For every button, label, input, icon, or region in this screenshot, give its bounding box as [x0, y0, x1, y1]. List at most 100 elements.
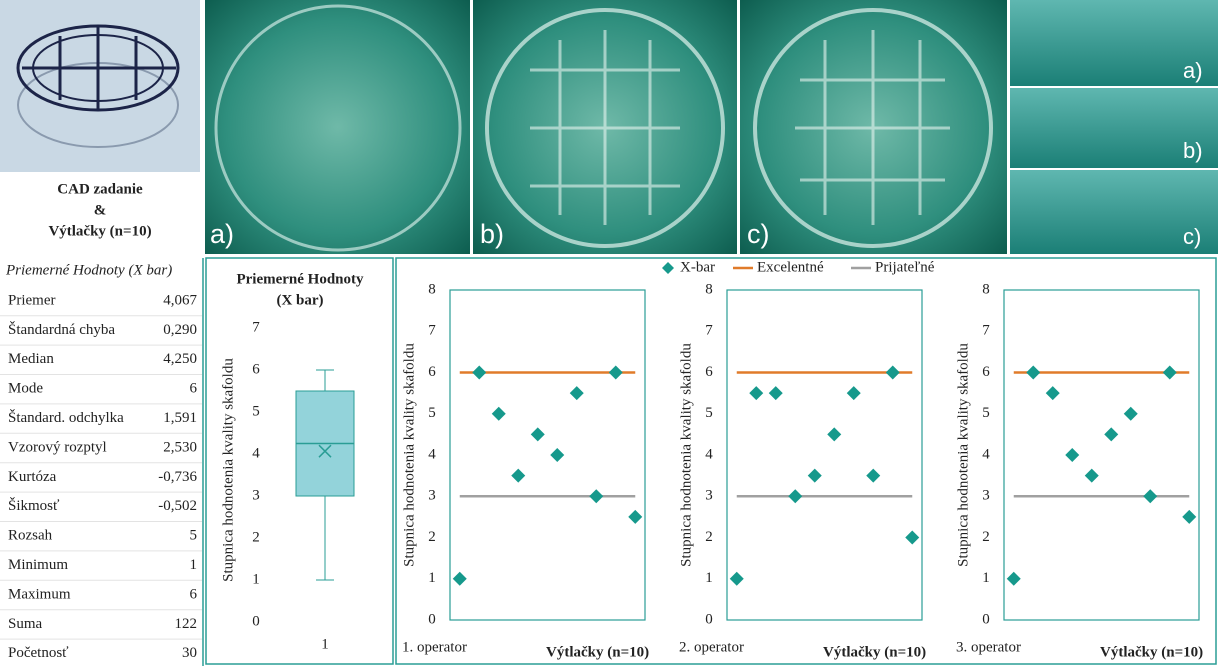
- y-tick-label: 5: [428, 405, 436, 421]
- y-axis-label: Stupnica hodnotenia kvality skafoldu: [401, 343, 417, 567]
- data-point: [827, 427, 841, 441]
- y-tick-label: 0: [252, 613, 260, 629]
- photo-label: c): [747, 219, 770, 249]
- plot-area: [450, 290, 645, 620]
- table-label: Minimum: [8, 557, 68, 573]
- photo-label: b): [1183, 138, 1203, 163]
- y-tick-label: 8: [982, 281, 990, 297]
- table-value: 4,067: [163, 292, 197, 308]
- y-tick-label: 7: [982, 323, 990, 339]
- y-tick-label: 1: [705, 570, 713, 586]
- data-point: [730, 572, 744, 586]
- legend-label: X-bar: [680, 259, 715, 275]
- y-tick-label: 7: [705, 323, 713, 339]
- photos: a) b) c) a) b) c): [205, 0, 1218, 254]
- table: Priemer 4,067 Štandardná chyba 0,290 Median 4…: [0, 292, 202, 666]
- y-tick-label: 6: [705, 364, 713, 380]
- y-tick-label: 4: [982, 446, 990, 462]
- data-point: [1046, 386, 1060, 400]
- table-value: 2,530: [163, 439, 197, 455]
- y-tick-label: 3: [252, 487, 260, 503]
- data-point: [749, 386, 763, 400]
- data-point: [628, 510, 642, 524]
- data-point: [472, 366, 486, 380]
- y-tick-label: 3: [982, 488, 990, 504]
- table-title: Priemerné Hodnoty (X bar): [5, 262, 172, 278]
- data-point: [866, 469, 880, 483]
- table-label: Median: [8, 351, 54, 367]
- data-point: [808, 469, 822, 483]
- note: 1. operator: [402, 639, 467, 655]
- data-point: [1163, 366, 1177, 380]
- y-tick-label: 7: [252, 319, 260, 335]
- table-label: Vzorový rozptyl: [8, 439, 107, 455]
- data-point: [550, 448, 564, 462]
- y-tick-label: 3: [705, 488, 713, 504]
- y-tick-label: 2: [252, 529, 260, 545]
- table-value: 0,290: [163, 322, 197, 338]
- photo: [205, 0, 470, 254]
- table-value: 5: [190, 528, 198, 544]
- y-axis-label: Stupnica hodnotenia kvality skafoldu: [955, 343, 971, 567]
- data-point: [1143, 489, 1157, 503]
- data-point: [609, 366, 623, 380]
- data-point: [1007, 572, 1021, 586]
- table-label: Kurtóza: [8, 469, 57, 485]
- data-point: [788, 489, 802, 503]
- legend-label: Excelentné: [757, 259, 824, 275]
- data-point: [905, 531, 919, 545]
- y-tick-label: 1: [252, 571, 260, 587]
- data-point: [886, 366, 900, 380]
- y-tick-label: 0: [982, 611, 990, 627]
- y-tick-label: 4: [705, 446, 713, 462]
- y-tick-label: 6: [982, 364, 990, 380]
- y-tick-label: 0: [705, 611, 713, 627]
- y-tick-label: 7: [428, 323, 436, 339]
- data-point: [453, 572, 467, 586]
- y-tick-label: 5: [982, 405, 990, 421]
- table-label: Priemer: [8, 292, 55, 308]
- table-label: Štandardná chyba: [8, 321, 115, 338]
- cad-amp: &: [94, 202, 107, 218]
- table-label: Maximum: [8, 586, 71, 602]
- charts: Priemerné Hodnoty(X bar)Stupnica hodnote…: [220, 259, 1203, 660]
- data-point: [1085, 469, 1099, 483]
- y-tick-label: 6: [252, 361, 260, 377]
- table-value: -0,502: [158, 498, 197, 514]
- table-value: 6: [190, 381, 198, 397]
- y-axis-label: Stupnica hodnotenia kvality skafoldu: [220, 358, 236, 582]
- table-value: 6: [190, 586, 198, 602]
- cad-subtitle: Výtlačky (n=10): [48, 223, 151, 239]
- table-label: Suma: [8, 616, 43, 632]
- y-tick-label: 2: [705, 529, 713, 545]
- table-value: 1,591: [163, 410, 197, 426]
- table-value: -0,736: [158, 469, 197, 485]
- note: 2. operator: [679, 639, 744, 655]
- y-tick-label: 5: [705, 405, 713, 421]
- photo-label: b): [480, 219, 504, 249]
- y-tick-label: 6: [428, 364, 436, 380]
- figure: CAD zadanie & Výtlačky (n=10) a) b) c) a…: [0, 0, 1218, 666]
- note: 3. operator: [956, 639, 1021, 655]
- y-tick-label: 4: [252, 445, 260, 461]
- y-tick-label: 5: [252, 403, 260, 419]
- y-tick-label: 8: [428, 281, 436, 297]
- table-value: 4,250: [163, 351, 197, 367]
- y-tick-label: 1: [982, 570, 990, 586]
- data-point: [1104, 427, 1118, 441]
- data-point: [570, 386, 584, 400]
- chart-title: (X bar): [276, 292, 323, 308]
- photo-label: a): [210, 219, 234, 249]
- data-point: [511, 469, 525, 483]
- y-tick-label: 2: [982, 529, 990, 545]
- data-point: [1124, 407, 1138, 421]
- table-value: 1: [190, 557, 198, 573]
- data-point: [1182, 510, 1196, 524]
- table-value: 30: [182, 645, 197, 661]
- table-label: Početnosť: [8, 645, 69, 661]
- data-point: [531, 427, 545, 441]
- data-point: [847, 386, 861, 400]
- table-value: 122: [175, 616, 198, 632]
- y-tick-label: 4: [428, 446, 436, 462]
- data-point: [1065, 448, 1079, 462]
